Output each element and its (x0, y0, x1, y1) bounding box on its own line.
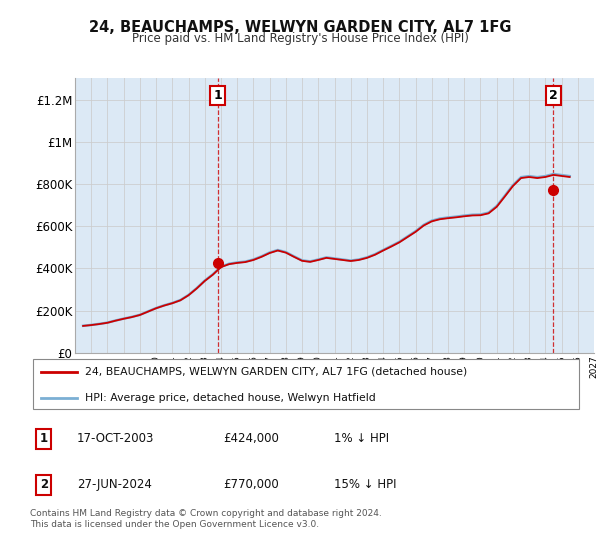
Text: 27-JUN-2024: 27-JUN-2024 (77, 478, 152, 492)
Text: HPI: Average price, detached house, Welwyn Hatfield: HPI: Average price, detached house, Welw… (85, 393, 376, 403)
Text: 1: 1 (214, 89, 222, 102)
Text: 17-OCT-2003: 17-OCT-2003 (77, 432, 154, 445)
Text: 1: 1 (40, 432, 48, 445)
Text: 2: 2 (549, 89, 558, 102)
Text: 1% ↓ HPI: 1% ↓ HPI (334, 432, 389, 445)
Text: £424,000: £424,000 (223, 432, 279, 445)
Text: £770,000: £770,000 (223, 478, 279, 492)
Text: 2: 2 (40, 478, 48, 492)
Text: 24, BEAUCHAMPS, WELWYN GARDEN CITY, AL7 1FG: 24, BEAUCHAMPS, WELWYN GARDEN CITY, AL7 … (89, 20, 511, 35)
Text: 24, BEAUCHAMPS, WELWYN GARDEN CITY, AL7 1FG (detached house): 24, BEAUCHAMPS, WELWYN GARDEN CITY, AL7 … (85, 367, 467, 376)
Text: Price paid vs. HM Land Registry's House Price Index (HPI): Price paid vs. HM Land Registry's House … (131, 32, 469, 45)
Text: Contains HM Land Registry data © Crown copyright and database right 2024.
This d: Contains HM Land Registry data © Crown c… (30, 509, 382, 529)
FancyBboxPatch shape (33, 359, 579, 409)
Text: 15% ↓ HPI: 15% ↓ HPI (334, 478, 396, 492)
